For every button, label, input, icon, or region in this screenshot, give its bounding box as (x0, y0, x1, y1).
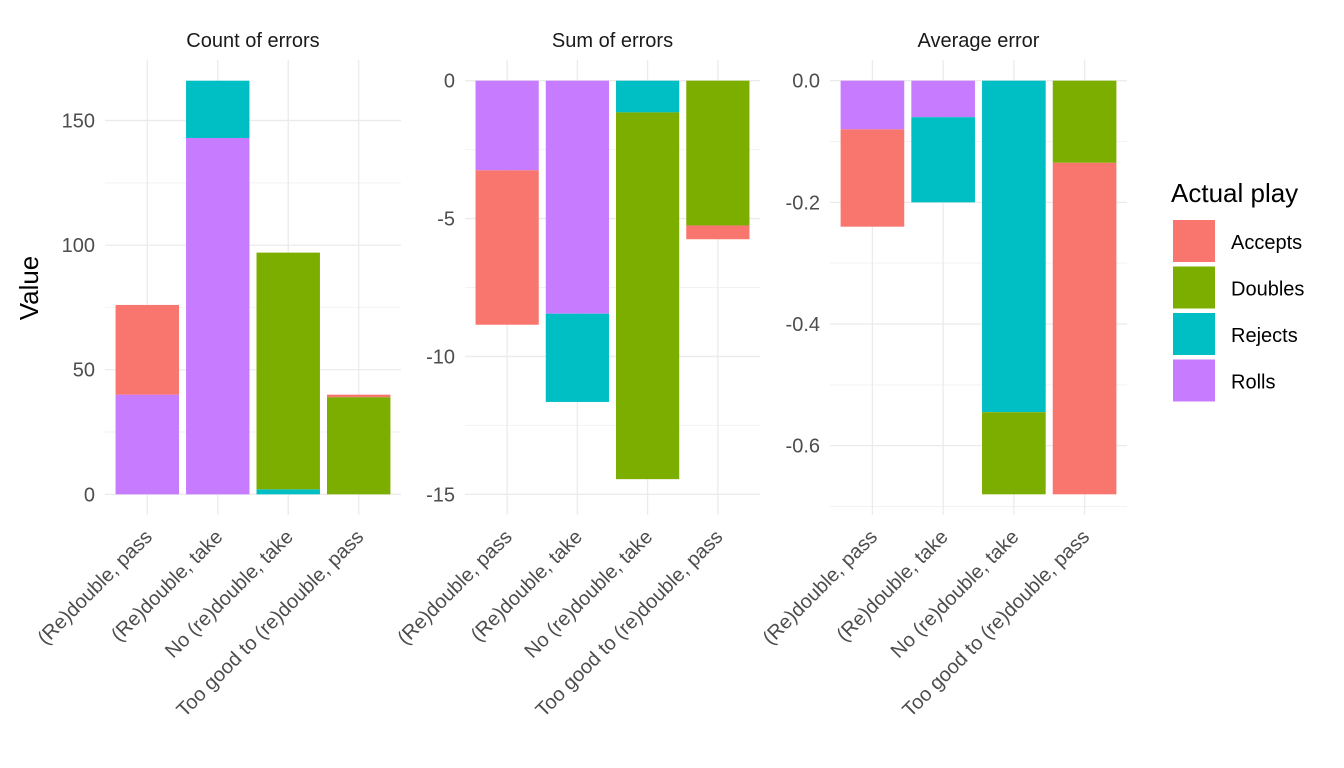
bar-accepts (840, 129, 905, 227)
legend-key-rejects (1173, 313, 1215, 355)
panel-title: Average error (918, 30, 1040, 52)
legend-key-accepts (1173, 220, 1215, 262)
y-tick-label: 150 (62, 111, 95, 133)
bar-doubles (327, 397, 391, 495)
bar-rolls (115, 394, 179, 495)
bar-rejects (911, 117, 975, 203)
legend-title: Actual play (1171, 178, 1298, 208)
legend-label: Rolls (1231, 372, 1275, 394)
x-tick-label: (Re)double, pass (759, 526, 882, 649)
x-tick-label: No (re)double, take (161, 526, 298, 663)
y-tick-label: 0.0 (792, 71, 820, 93)
bar-rolls (475, 80, 539, 171)
bar-doubles (616, 112, 680, 480)
y-tick-label: -10 (426, 346, 455, 368)
x-tick-label: (Re)double, pass (34, 526, 157, 649)
bar-rolls (911, 80, 975, 118)
bar-rolls (840, 80, 905, 130)
bar-accepts (327, 394, 391, 398)
panel-title: Sum of errors (552, 30, 673, 52)
legend-label: Accepts (1231, 232, 1302, 254)
x-tick-label: No (re)double, take (521, 526, 658, 663)
y-tick-label: 100 (62, 235, 95, 257)
legend-key-doubles (1173, 266, 1215, 309)
panel-1: 0 50 100 150 Count of errors (Re)double, pass… (34, 30, 401, 722)
bar-rejects (616, 80, 680, 113)
bar-rolls (545, 80, 609, 314)
legend-key-rolls (1173, 359, 1215, 402)
bar-rejects (982, 80, 1046, 413)
bar-accepts (1052, 162, 1117, 495)
y-tick-label: 0 (444, 71, 455, 93)
y-tick-label: -0.4 (786, 314, 820, 336)
bar-accepts (475, 170, 539, 325)
bar-rolls (186, 137, 250, 495)
bar-doubles (1052, 80, 1117, 163)
y-tick-label: 50 (73, 360, 95, 382)
bar-accepts (686, 225, 750, 240)
y-tick-label: -5 (437, 209, 455, 231)
bar-rejects (256, 489, 320, 495)
y-tick-label: -15 (426, 484, 455, 506)
y-tick-label: 0 (84, 484, 95, 506)
bar-rejects (545, 313, 609, 402)
legend-label: Rejects (1231, 325, 1298, 347)
y-tick-label: -0.2 (786, 192, 820, 214)
y-tick-label: -0.6 (786, 436, 820, 458)
bar-accepts (115, 304, 179, 395)
panel-title: Count of errors (186, 30, 319, 52)
legend-label: Doubles (1231, 279, 1304, 301)
panel-3: 0.0 -0.2 -0.4 -0.6 Average error (Re)double, … (759, 30, 1127, 722)
bar-doubles (686, 80, 750, 226)
x-tick-label: No (re)double, take (887, 526, 1024, 663)
bar-rejects (186, 80, 250, 138)
x-tick-label: (Re)double, pass (393, 526, 516, 649)
y-axis-label: Value (14, 256, 44, 321)
legend: Actual play Accepts Doubles Rejects Rolls (1171, 178, 1304, 402)
bar-doubles (982, 412, 1046, 495)
bar-doubles (256, 252, 320, 490)
